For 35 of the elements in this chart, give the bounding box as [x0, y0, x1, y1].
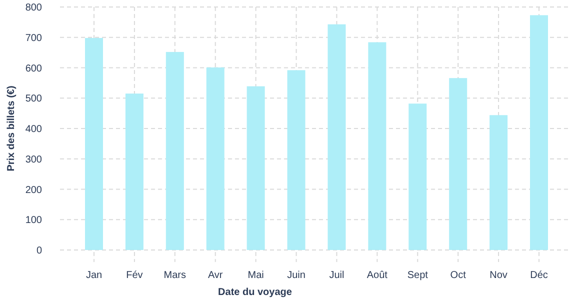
y-tick-label: 600: [25, 63, 42, 74]
x-tick-label: Juil: [329, 270, 344, 281]
y-tick-label: 500: [25, 94, 42, 105]
bar: [328, 24, 346, 250]
x-tick-label: Fév: [126, 270, 143, 281]
bar: [85, 38, 103, 250]
y-tick-label: 700: [25, 32, 42, 44]
x-axis-title: Date du voyage: [218, 287, 292, 298]
y-tick-label: 300: [25, 154, 42, 166]
x-tick-label: Nov: [490, 270, 508, 281]
x-tick-label: Déc: [530, 270, 548, 281]
x-tick-label: Avr: [208, 270, 224, 281]
bar: [530, 15, 548, 250]
bar: [287, 70, 306, 250]
y-tick-label: 0: [36, 246, 42, 256]
x-tick-label: Oct: [450, 270, 466, 281]
x-tick-label: Mars: [164, 270, 186, 281]
bar: [408, 104, 427, 250]
x-tick-label: Août: [366, 270, 388, 281]
y-tick-label: 100: [25, 215, 42, 226]
bar: [206, 67, 224, 250]
x-tick-label: Juin: [287, 270, 306, 281]
y-tick-label: 200: [25, 184, 42, 196]
x-tick-label: Mai: [248, 270, 264, 281]
bar: [449, 78, 468, 250]
bar: [246, 86, 265, 250]
y-tick-label: 400: [25, 124, 42, 135]
bar: [166, 52, 184, 250]
bar: [368, 42, 386, 250]
x-tick-label: Jan: [86, 270, 102, 281]
bar: [490, 115, 508, 250]
x-tick-label: Sept: [407, 270, 428, 281]
bar: [125, 94, 144, 250]
y-axis-title: Prix des billets (€): [6, 86, 17, 172]
y-tick-label: 800: [25, 2, 42, 14]
